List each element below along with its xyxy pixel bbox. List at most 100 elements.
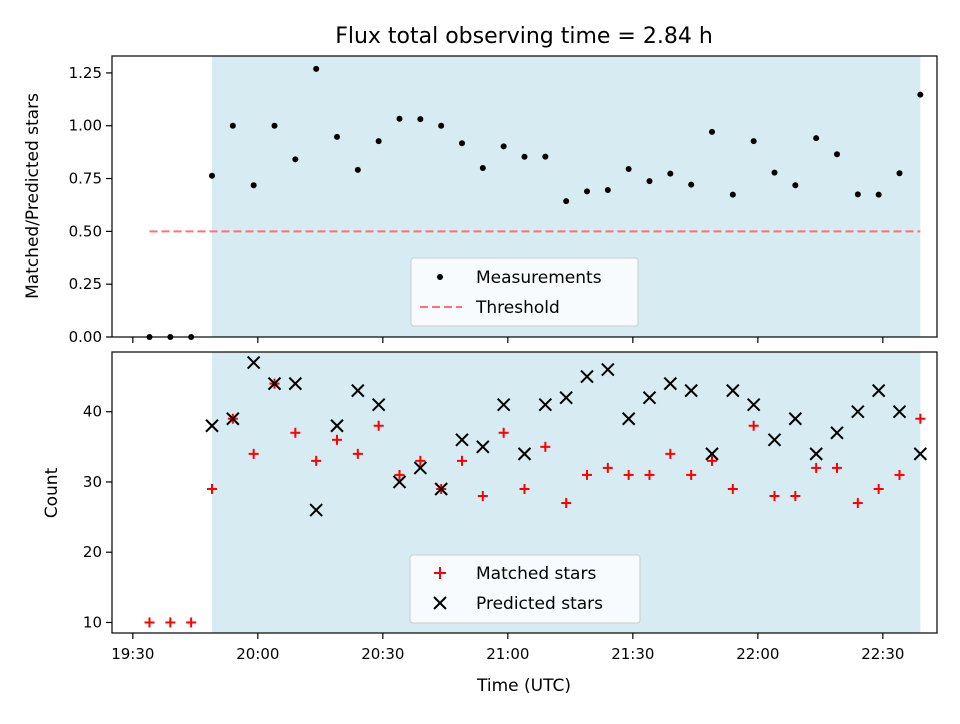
measurement-point <box>271 122 278 129</box>
matched-star-point <box>144 617 155 628</box>
predicted-star-point <box>371 397 386 412</box>
measurement-point <box>604 186 611 193</box>
legend-marker-matched <box>434 567 446 579</box>
top-panel: 0.00 0.25 0.50 0.75 1.00 1.25 Matched/Predict… <box>23 55 938 346</box>
predicted-star-point <box>246 355 261 370</box>
measurement-point <box>417 116 424 123</box>
measurement-point <box>813 135 820 142</box>
y-tick-label: 20 <box>83 543 102 561</box>
measurement-point <box>479 164 486 171</box>
bottom-legend: Matched stars Predicted stars <box>409 554 641 624</box>
predicted-star-point <box>455 433 469 447</box>
matched-star-point <box>498 427 509 438</box>
bottom-plot-frame <box>111 351 938 634</box>
matched-star-point <box>165 617 176 628</box>
predicted-star-point <box>496 397 511 412</box>
predicted-star-point <box>392 475 407 489</box>
matched-star-point <box>561 498 572 509</box>
measurement-point <box>729 191 736 198</box>
legend-marker-predicted <box>433 596 447 610</box>
predicted-star-point <box>517 447 532 461</box>
matched-star-point <box>290 427 301 438</box>
y-tick-label: 30 <box>83 473 102 491</box>
predicted-star-point <box>621 412 636 426</box>
matched-star-point <box>852 498 863 509</box>
top-plot-frame <box>111 55 938 338</box>
measurement-point <box>917 91 924 98</box>
predicted-star-point <box>913 447 928 461</box>
legend-label-predicted: Predicted stars <box>476 594 603 614</box>
top-y-axis-label: Matched/Predicted stars <box>23 93 43 299</box>
measurement-point <box>375 138 382 145</box>
predicted-star-point <box>871 383 886 398</box>
matched-star-point <box>582 469 592 480</box>
matched-star-point <box>707 455 717 466</box>
measurement-point <box>667 170 674 177</box>
predicted-star-point <box>642 390 657 405</box>
matched-star-point <box>457 455 467 466</box>
legend-label-matched: Matched stars <box>476 564 596 584</box>
predicted-star-point <box>746 397 761 412</box>
predicted-star-point <box>684 383 698 398</box>
matched-star-point <box>727 483 738 494</box>
matched-star-point <box>519 483 530 494</box>
measurement-point <box>646 178 653 185</box>
predicted-star-point <box>705 447 719 461</box>
measurement-point <box>834 151 840 158</box>
matched-star-point <box>832 462 842 473</box>
matched-star-point <box>748 420 759 431</box>
measurement-point <box>354 166 361 173</box>
matched-star-point <box>311 455 322 466</box>
matched-star-point <box>186 617 197 628</box>
y-tick-label: 0.00 <box>69 328 102 346</box>
x-tick-label: 22:00 <box>736 645 779 663</box>
predicted-star-point <box>559 390 573 405</box>
y-tick-label: 1.25 <box>69 64 102 82</box>
predicted-star-point <box>809 447 823 461</box>
measurement-point <box>875 191 882 198</box>
predicted-star-point <box>226 412 240 426</box>
measurement-point <box>688 181 695 188</box>
measurement-point <box>792 182 799 189</box>
measurement-point <box>709 128 715 135</box>
matched-star-point <box>373 420 384 431</box>
matched-star-point <box>915 413 926 424</box>
measurement-point <box>750 138 757 145</box>
x-tick-label: 20:00 <box>236 645 279 663</box>
predicted-star-point <box>830 426 844 440</box>
matched-star-point <box>811 462 822 473</box>
measurement-point <box>250 182 257 189</box>
x-tick-label: 21:30 <box>611 645 654 663</box>
matched-star-point <box>894 469 905 480</box>
y-tick-label: 40 <box>83 403 102 421</box>
matched-star-point <box>394 469 405 480</box>
matched-star-point <box>207 483 217 494</box>
measurement-point <box>625 166 632 173</box>
top-legend: Measurements Threshold <box>410 257 639 327</box>
matched-star-point <box>873 483 884 494</box>
predicted-star-point <box>788 412 803 426</box>
matched-star-point <box>477 491 488 502</box>
measurement-point <box>854 191 861 198</box>
legend-label-measurements: Measurements <box>476 268 602 288</box>
measurement-point <box>521 153 528 160</box>
top-legend-box <box>410 257 639 327</box>
matched-star-point <box>769 491 780 502</box>
measurement-point <box>896 170 903 177</box>
measurement-point <box>459 140 465 147</box>
y-tick-label: 10 <box>83 613 102 631</box>
predicted-star-point <box>580 369 594 384</box>
matched-star-point <box>540 441 551 452</box>
predicted-star-point <box>538 397 553 412</box>
chart-title: Flux total observing time = 2.84 h <box>335 24 713 49</box>
predicted-star-point <box>476 440 490 454</box>
y-tick-label: 1.00 <box>69 117 102 135</box>
matched-star-point <box>332 434 342 445</box>
measurement-point <box>396 115 403 122</box>
measurement-point <box>500 143 507 150</box>
measurement-point <box>229 122 236 129</box>
matched-star-point <box>790 491 801 502</box>
predicted-star-point <box>434 482 448 496</box>
measurement-point <box>438 122 445 129</box>
